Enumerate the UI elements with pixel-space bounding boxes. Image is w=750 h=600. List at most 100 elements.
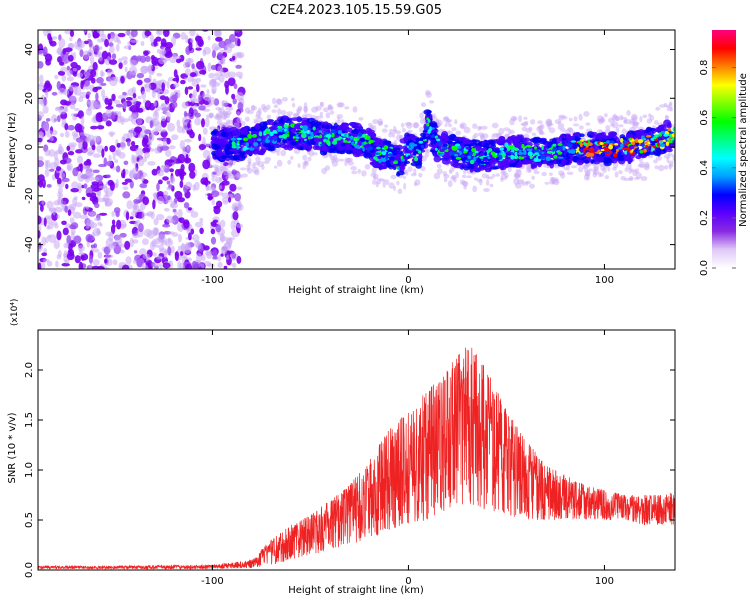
spectrogram-noise-mark <box>38 262 42 269</box>
snr-ytick-label: 2.0 <box>24 362 35 378</box>
spectrogram-band-mark <box>663 119 672 127</box>
spectrogram-halo-mark <box>419 112 424 119</box>
spectrogram-noise-mark <box>92 61 98 71</box>
spectrogram-band-mark <box>593 160 600 165</box>
spectrogram-halo-mark <box>239 167 247 171</box>
spectrogram-noise-mark <box>236 223 244 229</box>
spectrogram-noise-mark <box>153 100 157 107</box>
spectrogram-noise-mark <box>149 120 153 129</box>
spectrogram-noise-mark <box>92 248 100 253</box>
spectrogram-peak-mark <box>242 146 247 151</box>
spectrogram-noise-mark <box>210 64 217 71</box>
spectrogram-peak-mark <box>426 122 430 127</box>
spectrogram-noise-mark <box>184 77 188 81</box>
spectrogram-noise-mark <box>163 207 170 212</box>
spectrogram-noise-mark <box>108 42 114 47</box>
spectrogram-noise-mark <box>139 131 146 138</box>
spectrogram-halo-mark <box>599 172 604 177</box>
spectrogram-halo-mark <box>361 170 367 177</box>
spectrogram-noise-mark <box>153 192 158 200</box>
spectrogram-halo-mark <box>247 157 252 165</box>
spectrogram-halo-mark <box>218 113 223 119</box>
spectrogram-halo-mark <box>241 173 248 178</box>
spectrogram-halo-mark <box>451 127 457 132</box>
spectrogram-noise-mark <box>167 246 172 256</box>
spectrogram-noise-mark <box>208 72 216 79</box>
spectrogram-halo-mark <box>626 162 632 170</box>
spectrogram-noise-mark <box>66 235 72 244</box>
colorbar-tick-label: 0.6 <box>699 110 710 126</box>
spectrogram-band-mark <box>628 158 634 162</box>
spectrogram-band-mark <box>231 129 237 136</box>
spectrogram-noise-mark <box>85 205 89 210</box>
spectrogram-noise-mark <box>77 244 85 252</box>
spectrogram-halo-mark <box>557 121 562 126</box>
spectrogram-halo-mark <box>578 166 584 173</box>
spectrogram-noise-mark <box>130 30 138 38</box>
spectrogram-band-mark <box>232 154 240 161</box>
spectrogram-noise-mark <box>41 236 47 247</box>
spectrogram-peak-mark <box>643 148 647 153</box>
spectrogram-noise-mark <box>173 69 178 78</box>
spectrogram-halo-mark <box>444 123 448 127</box>
spectrogram-halo-mark <box>350 166 357 171</box>
spectrogram-noise-mark <box>68 84 75 92</box>
spectrogram-noise-mark <box>38 84 45 91</box>
spectrogram-halo-mark <box>336 102 344 108</box>
spectrogram-noise-mark <box>140 40 145 47</box>
spectrogram-noise-mark <box>169 168 175 173</box>
spectrogram-noise-mark <box>207 263 215 268</box>
spectrogram-band-mark <box>658 124 667 131</box>
spectrogram-noise-mark <box>108 232 114 242</box>
spectrogram-noise-mark <box>70 61 78 69</box>
spectrogram-peak-mark <box>276 128 282 131</box>
spectrogram-halo-mark <box>614 171 619 178</box>
spectrogram-band-mark <box>617 154 625 162</box>
spectrogram-band-mark <box>482 142 490 149</box>
spectrogram-halo-mark <box>654 165 659 170</box>
spectrogram-noise-mark <box>156 30 161 34</box>
snr-xlabel: Height of straight line (km) <box>288 585 424 596</box>
spectrogram-halo-mark <box>537 126 541 129</box>
spectrogram-noise-mark <box>219 67 224 77</box>
spectrogram-halo-mark <box>296 109 300 116</box>
spectrogram-noise-mark <box>194 117 202 126</box>
spectrogram-noise-mark <box>87 151 94 157</box>
spectrogram-noise-mark <box>122 101 128 110</box>
spectrogram-halo-mark <box>247 167 253 174</box>
spectrogram-halo-mark <box>424 151 430 158</box>
spectrogram-peak-mark <box>527 151 533 157</box>
spectrogram-peak-mark <box>573 142 577 145</box>
spectrogram-noise-mark <box>79 40 86 49</box>
spectrogram-noise-mark <box>185 263 193 269</box>
spectrogram-peak-mark <box>468 151 473 156</box>
spectrogram-peak-mark <box>489 154 492 158</box>
snr-multiplier: (x10⁴) <box>10 299 20 326</box>
spectrogram-noise-mark <box>228 71 236 79</box>
spectrogram-noise-mark <box>168 145 176 150</box>
spectrogram-noise-mark <box>77 155 83 165</box>
spectrogram-noise-mark <box>237 52 245 59</box>
spectrogram-peak-mark <box>488 148 493 152</box>
spectrogram-peak-mark <box>389 157 395 160</box>
spectrogram-peak-mark <box>505 151 511 154</box>
spectrogram-halo-mark <box>357 168 362 174</box>
spectrogram-peak-mark <box>454 153 459 157</box>
spectrogram-peak-mark <box>243 137 249 142</box>
spectrogram-halo-mark <box>266 104 271 110</box>
spectrogram-noise-mark <box>227 77 236 87</box>
spectrogram-halo-mark <box>578 125 584 130</box>
spectrogram-peak-mark <box>465 146 470 150</box>
spectrogram-band-mark <box>286 139 293 147</box>
spectrogram-peak-mark <box>552 143 557 147</box>
spectrogram-peak-mark <box>278 133 283 136</box>
spectrogram-noise-mark <box>131 210 137 217</box>
spectrogram-noise-mark <box>163 249 168 259</box>
spectrogram-noise-mark <box>74 107 80 112</box>
spectrogram-noise-mark <box>52 206 56 216</box>
spectrogram-peak-mark <box>671 137 674 141</box>
spectrogram-noise-mark <box>211 190 220 198</box>
spectrogram-noise-mark <box>207 195 213 201</box>
spectrogram-noise-mark <box>105 105 114 110</box>
